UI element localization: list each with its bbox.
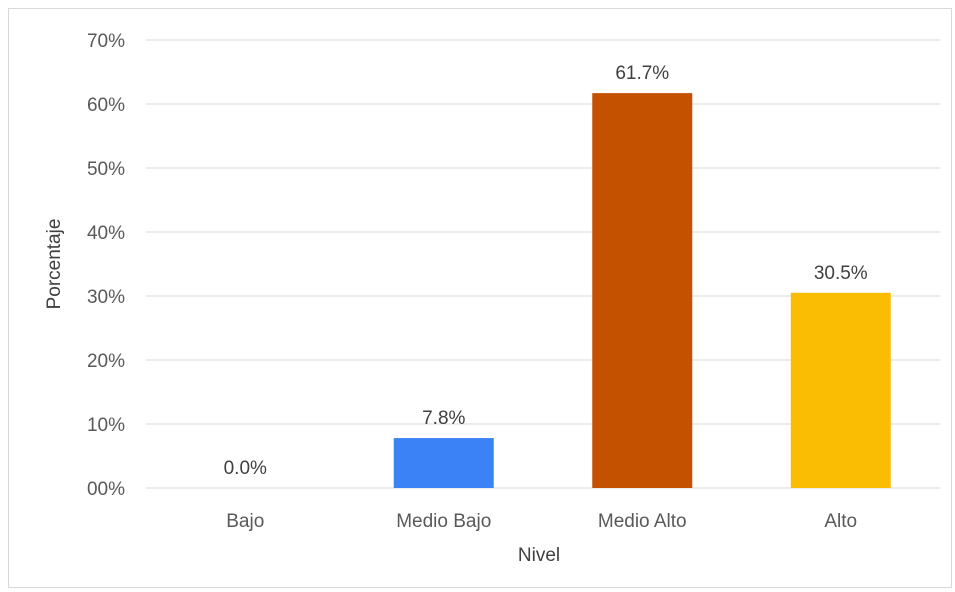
data-labels: 0.0% 7.8% 61.7% 30.5% bbox=[224, 63, 868, 479]
bars bbox=[393, 93, 891, 489]
data-label: 0.0% bbox=[224, 458, 267, 479]
x-axis-ticks: Bajo Medio Bajo Medio Alto Alto bbox=[226, 511, 857, 532]
bar-medio-bajo bbox=[393, 438, 494, 488]
bar-alto bbox=[790, 292, 891, 488]
y-tick-label: 10% bbox=[87, 415, 125, 436]
y-tick-label: 00% bbox=[87, 479, 125, 500]
y-tick-label: 40% bbox=[87, 223, 125, 244]
y-tick-label: 60% bbox=[87, 95, 125, 116]
y-axis-title: Porcentaje bbox=[44, 219, 65, 310]
x-tick-label: Medio Alto bbox=[598, 511, 687, 532]
data-label: 30.5% bbox=[814, 263, 868, 284]
data-label: 7.8% bbox=[422, 408, 465, 429]
bar-medio-alto bbox=[592, 93, 693, 489]
y-tick-label: 50% bbox=[87, 159, 125, 180]
y-axis-ticks: 00% 10% 20% 30% 40% 50% 60% 70% bbox=[87, 31, 125, 500]
x-tick-label: Alto bbox=[824, 511, 857, 532]
y-tick-label: 30% bbox=[87, 287, 125, 308]
x-tick-label: Bajo bbox=[226, 511, 264, 532]
y-tick-label: 70% bbox=[87, 31, 125, 52]
data-label: 61.7% bbox=[615, 63, 669, 84]
x-tick-label: Medio Bajo bbox=[396, 511, 491, 532]
y-tick-label: 20% bbox=[87, 351, 125, 372]
x-axis-title: Nivel bbox=[518, 545, 560, 566]
